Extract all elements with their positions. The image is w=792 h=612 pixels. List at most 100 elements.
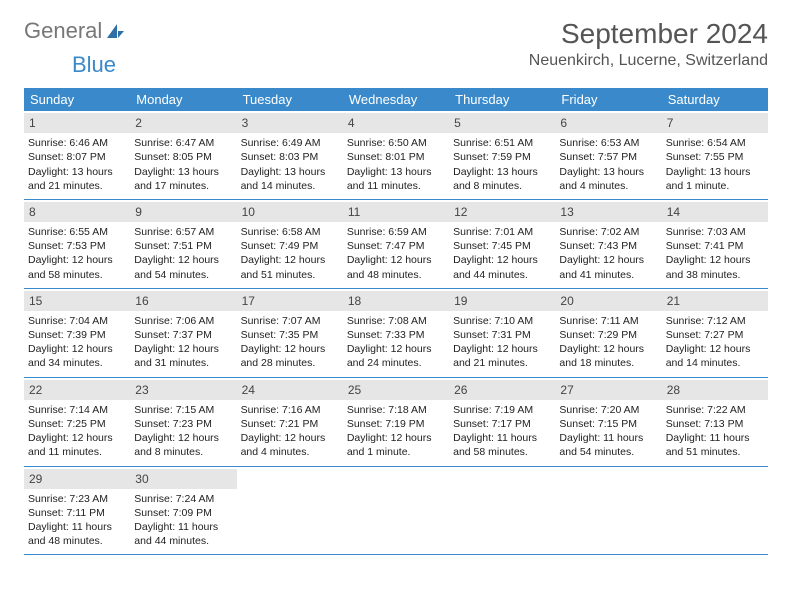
daylight-text: Daylight: 12 hours (347, 253, 445, 267)
day-cell: 21Sunrise: 7:12 AMSunset: 7:27 PMDayligh… (662, 289, 768, 377)
sunrise-text: Sunrise: 7:06 AM (134, 314, 232, 328)
weeks-container: 1Sunrise: 6:46 AMSunset: 8:07 PMDaylight… (24, 111, 768, 555)
sunset-text: Sunset: 8:07 PM (28, 150, 126, 164)
daylight-text: Daylight: 13 hours (559, 165, 657, 179)
sunset-text: Sunset: 7:51 PM (134, 239, 232, 253)
sunset-text: Sunset: 7:15 PM (559, 417, 657, 431)
logo: General (24, 18, 125, 44)
month-title: September 2024 (529, 18, 768, 50)
dayheader-sunday: Sunday (24, 88, 130, 111)
sunrise-text: Sunrise: 7:03 AM (666, 225, 764, 239)
day-number: 23 (130, 380, 236, 400)
daylight-text: Daylight: 12 hours (241, 342, 339, 356)
daylight-text: and 4 minutes. (559, 179, 657, 193)
day-cell: 19Sunrise: 7:10 AMSunset: 7:31 PMDayligh… (449, 289, 555, 377)
daylight-text: Daylight: 13 hours (241, 165, 339, 179)
day-number: 24 (237, 380, 343, 400)
daylight-text: Daylight: 12 hours (453, 342, 551, 356)
daylight-text: and 8 minutes. (453, 179, 551, 193)
sunset-text: Sunset: 7:41 PM (666, 239, 764, 253)
daylight-text: Daylight: 12 hours (559, 253, 657, 267)
daylight-text: Daylight: 13 hours (666, 165, 764, 179)
dayheader-wednesday: Wednesday (343, 88, 449, 111)
sunset-text: Sunset: 7:47 PM (347, 239, 445, 253)
week-row: 29Sunrise: 7:23 AMSunset: 7:11 PMDayligh… (24, 467, 768, 556)
daylight-text: Daylight: 12 hours (134, 253, 232, 267)
logo-blue: Blue (72, 52, 116, 78)
day-number: 8 (24, 202, 130, 222)
day-cell (449, 467, 555, 555)
day-cell: 14 Sunrise: 7:03 AMSunset: 7:41 PMDayligh… (662, 200, 768, 288)
day-cell: 10Sunrise: 6:58 AMSunset: 7:49 PMDayligh… (237, 200, 343, 288)
day-cell: 23Sunrise: 7:15 AMSunset: 7:23 PMDayligh… (130, 378, 236, 466)
sunset-text: Sunset: 7:21 PM (241, 417, 339, 431)
daylight-text: Daylight: 13 hours (347, 165, 445, 179)
sunset-text: Sunset: 7:37 PM (134, 328, 232, 342)
sunrise-text: Sunrise: 7:23 AM (28, 492, 126, 506)
week-row: 8Sunrise: 6:55 AMSunset: 7:53 PMDaylight… (24, 200, 768, 289)
day-cell: 26Sunrise: 7:19 AMSunset: 7:17 PMDayligh… (449, 378, 555, 466)
day-cell: 13 Sunrise: 7:02 AMSunset: 7:43 PMDayligh… (555, 200, 661, 288)
day-number: 11 (343, 202, 449, 222)
daylight-text: and 4 minutes. (241, 445, 339, 459)
day-cell: 20Sunrise: 7:11 AMSunset: 7:29 PMDayligh… (555, 289, 661, 377)
day-number: 18 (343, 291, 449, 311)
daylight-text: and 14 minutes. (666, 356, 764, 370)
sunset-text: Sunset: 7:49 PM (241, 239, 339, 253)
sunrise-text: Sunrise: 7:10 AM (453, 314, 551, 328)
daylight-text: and 34 minutes. (28, 356, 126, 370)
daylight-text: Daylight: 12 hours (241, 431, 339, 445)
day-cell: 29Sunrise: 7:23 AMSunset: 7:11 PMDayligh… (24, 467, 130, 555)
day-number: 16 (130, 291, 236, 311)
sunset-text: Sunset: 7:35 PM (241, 328, 339, 342)
dayheader-friday: Friday (555, 88, 661, 111)
daylight-text: Daylight: 12 hours (134, 342, 232, 356)
sunset-text: Sunset: 7:27 PM (666, 328, 764, 342)
day-number: 14 (662, 202, 768, 222)
sunrise-text: Sunrise: 7:20 AM (559, 403, 657, 417)
day-cell: 12Sunrise: 7:01 AMSunset: 7:45 PMDayligh… (449, 200, 555, 288)
day-number: 29 (24, 469, 130, 489)
daylight-text: and 8 minutes. (134, 445, 232, 459)
day-cell (343, 467, 449, 555)
daylight-text: and 17 minutes. (134, 179, 232, 193)
sunset-text: Sunset: 7:39 PM (28, 328, 126, 342)
daylight-text: and 48 minutes. (28, 534, 126, 548)
sunset-text: Sunset: 7:09 PM (134, 506, 232, 520)
sunrise-text: Sunrise: 7:18 AM (347, 403, 445, 417)
sunrise-text: Sunrise: 7:19 AM (453, 403, 551, 417)
sunset-text: Sunset: 7:11 PM (28, 506, 126, 520)
daylight-text: and 1 minute. (666, 179, 764, 193)
daylight-text: and 11 minutes. (28, 445, 126, 459)
day-number: 4 (343, 113, 449, 133)
sunrise-text: Sunrise: 7:22 AM (666, 403, 764, 417)
daylight-text: Daylight: 12 hours (347, 342, 445, 356)
daylight-text: and 58 minutes. (28, 268, 126, 282)
day-number: 30 (130, 469, 236, 489)
sunrise-text: Sunrise: 7:12 AM (666, 314, 764, 328)
daylight-text: and 58 minutes. (453, 445, 551, 459)
day-cell: 6Sunrise: 6:53 AMSunset: 7:57 PMDaylight… (555, 111, 661, 199)
daylight-text: Daylight: 12 hours (666, 253, 764, 267)
day-cell: 27Sunrise: 7:20 AMSunset: 7:15 PMDayligh… (555, 378, 661, 466)
day-cell: 7Sunrise: 6:54 AMSunset: 7:55 PMDaylight… (662, 111, 768, 199)
sunset-text: Sunset: 7:43 PM (559, 239, 657, 253)
daylight-text: Daylight: 13 hours (134, 165, 232, 179)
sunrise-text: Sunrise: 7:04 AM (28, 314, 126, 328)
calendar: SundayMondayTuesdayWednesdayThursdayFrid… (24, 88, 768, 555)
sunset-text: Sunset: 7:29 PM (559, 328, 657, 342)
sunset-text: Sunset: 7:33 PM (347, 328, 445, 342)
sunrise-text: Sunrise: 7:15 AM (134, 403, 232, 417)
sunset-text: Sunset: 8:03 PM (241, 150, 339, 164)
sunrise-text: Sunrise: 7:02 AM (559, 225, 657, 239)
day-number: 15 (24, 291, 130, 311)
daylight-text: Daylight: 13 hours (28, 165, 126, 179)
daylight-text: Daylight: 11 hours (666, 431, 764, 445)
day-cell: 18Sunrise: 7:08 AMSunset: 7:33 PMDayligh… (343, 289, 449, 377)
day-number: 13 (555, 202, 661, 222)
day-cell: 4Sunrise: 6:50 AMSunset: 8:01 PMDaylight… (343, 111, 449, 199)
daylight-text: Daylight: 12 hours (666, 342, 764, 356)
daylight-text: and 11 minutes. (347, 179, 445, 193)
day-cell: 28Sunrise: 7:22 AMSunset: 7:13 PMDayligh… (662, 378, 768, 466)
sunrise-text: Sunrise: 6:49 AM (241, 136, 339, 150)
